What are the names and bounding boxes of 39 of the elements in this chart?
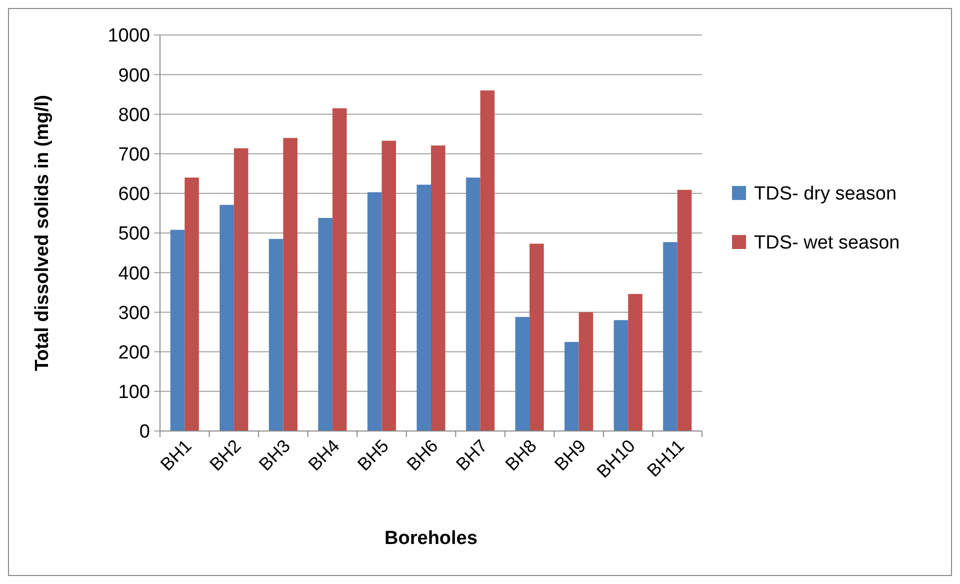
bar xyxy=(268,238,284,431)
y-tick-label: 500 xyxy=(118,224,150,245)
bar xyxy=(564,342,579,431)
bar xyxy=(367,192,382,431)
bar xyxy=(663,242,678,431)
bar xyxy=(184,178,199,431)
y-tick-label: 300 xyxy=(118,302,150,324)
legend-label: TDS- wet season xyxy=(754,232,900,254)
y-tick-label: 900 xyxy=(118,65,150,86)
y-tick-label: 600 xyxy=(118,184,150,206)
bar xyxy=(382,140,396,431)
y-tick-label: 700 xyxy=(118,144,150,166)
x-tick-label: BH9 xyxy=(550,436,590,475)
bar xyxy=(530,244,544,431)
bar xyxy=(677,190,692,431)
bar xyxy=(515,316,530,431)
bar xyxy=(466,178,480,431)
y-axis-title: Total dissolved solids in (mg/l) xyxy=(32,94,53,372)
x-tick-label: BH1 xyxy=(156,436,196,475)
bar xyxy=(416,184,431,431)
bar xyxy=(628,294,642,431)
bar xyxy=(431,145,446,431)
bar xyxy=(283,138,298,431)
bar xyxy=(614,320,628,431)
legend-label: TDS- dry season xyxy=(754,184,897,205)
y-tick-label: 800 xyxy=(118,104,150,126)
bar xyxy=(220,204,234,431)
bar xyxy=(480,90,495,431)
y-tick-label: 1000 xyxy=(108,26,150,47)
bar xyxy=(332,108,347,431)
y-tick-label: 100 xyxy=(118,382,150,404)
y-tick-label: 0 xyxy=(139,422,150,443)
bar xyxy=(578,312,594,431)
bar xyxy=(234,148,248,431)
bar xyxy=(170,230,185,431)
x-axis-title: Boreholes xyxy=(384,528,478,549)
bar xyxy=(318,218,332,431)
y-tick-label: 400 xyxy=(118,263,150,284)
y-tick-label: 200 xyxy=(118,342,150,364)
